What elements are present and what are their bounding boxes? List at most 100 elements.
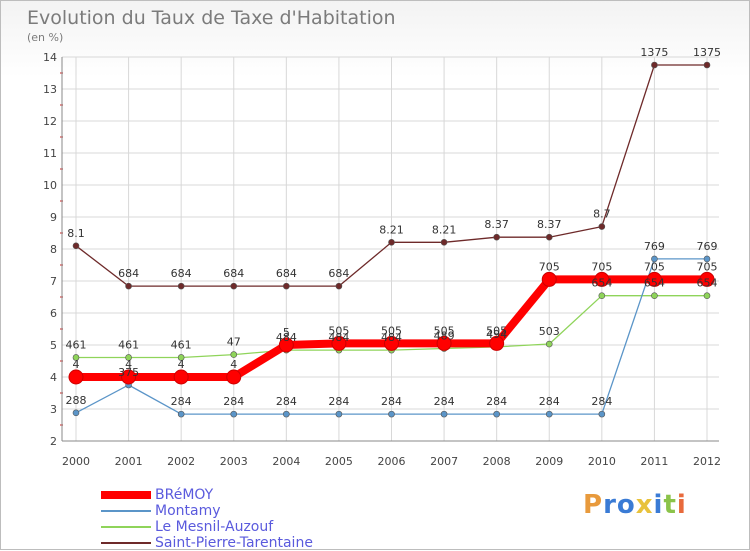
data-point	[331, 335, 347, 351]
data-label: 684	[223, 267, 244, 280]
proxiti-logo: Proxiti	[583, 490, 687, 520]
data-label: 484	[276, 331, 297, 344]
data-label: 284	[171, 395, 192, 408]
y-tick-label: 3	[50, 403, 57, 416]
data-point	[283, 410, 290, 418]
legend-swatch	[101, 542, 151, 544]
legend-swatch	[101, 526, 151, 528]
data-point	[545, 233, 553, 241]
data-point	[125, 282, 132, 290]
data-label: 1375	[640, 46, 668, 59]
data-point	[173, 369, 189, 385]
y-tick-label: 6	[50, 307, 57, 320]
logo-letter: i	[676, 490, 687, 520]
chart-title: Evolution du Taux de Taxe d'Habitation	[27, 7, 396, 29]
x-tick-label: 2007	[430, 455, 458, 468]
data-label: 8.21	[379, 223, 404, 236]
y-tick-label: 13	[43, 83, 57, 96]
y-tick-label: 7	[50, 275, 57, 288]
data-point	[598, 292, 606, 300]
data-label: 284	[539, 395, 560, 408]
data-point	[388, 238, 395, 246]
data-point	[283, 282, 290, 290]
data-label: 684	[171, 267, 192, 280]
data-point	[545, 340, 553, 348]
legend-label: BRéMOY	[155, 487, 214, 503]
data-point	[440, 410, 448, 418]
data-point	[440, 238, 448, 246]
data-label: 505	[381, 324, 402, 337]
data-label: 769	[644, 240, 665, 253]
data-label: 4	[73, 358, 80, 371]
data-point	[703, 292, 711, 300]
data-label: 284	[381, 395, 402, 408]
data-label: 684	[276, 267, 297, 280]
data-point	[335, 410, 343, 418]
data-point	[177, 354, 185, 361]
data-label: 284	[434, 395, 455, 408]
data-label: 461	[118, 338, 139, 351]
data-label: 654	[591, 277, 612, 290]
x-tick-label: 2009	[535, 455, 563, 468]
x-tick-label: 2006	[378, 455, 406, 468]
data-point	[651, 61, 658, 69]
data-label: 769	[697, 240, 718, 253]
data-point	[541, 271, 557, 287]
data-label: 47	[227, 336, 241, 349]
y-tick-label: 10	[43, 179, 57, 192]
data-point	[545, 410, 553, 418]
data-point	[384, 335, 399, 351]
data-point	[598, 223, 606, 230]
data-label: 284	[486, 395, 507, 408]
data-point	[121, 369, 137, 385]
x-tick-label: 2005	[325, 455, 353, 468]
grid	[62, 56, 719, 442]
data-label: 705	[644, 260, 665, 273]
data-label: 505	[434, 324, 455, 337]
x-tick-label: 2008	[483, 455, 511, 468]
data-label: 684	[118, 267, 139, 280]
data-point	[388, 410, 395, 418]
data-point	[72, 354, 80, 361]
data-label: 8.1	[67, 227, 85, 240]
y-tick-label: 11	[43, 147, 57, 160]
data-point	[125, 354, 132, 361]
logo-letter: t	[663, 490, 677, 520]
data-point	[703, 255, 711, 263]
data-point	[646, 271, 662, 287]
data-label: 705	[697, 260, 718, 273]
data-label: 284	[223, 395, 244, 408]
line-chart: 2 3 4 5 6 7 8 9 10 11 12 13 14 2000 2001 2002 2003 2004 20…	[43, 46, 722, 468]
data-point	[651, 292, 658, 300]
legend-swatch	[101, 491, 151, 499]
data-labels: 8.1 684 684 684 684 684 8.21 8.21 8.37 8.37 8.7 137…	[66, 46, 722, 408]
y-tick-label: 12	[43, 115, 57, 128]
series-lines	[68, 61, 715, 418]
legend-label: Le Mesnil-Auzouf	[155, 519, 274, 535]
data-label: 4	[125, 358, 132, 371]
x-tick-label: 2000	[62, 455, 90, 468]
data-label: 489	[434, 330, 455, 343]
data-point	[436, 335, 452, 351]
data-point	[230, 410, 238, 418]
data-label: 503	[539, 325, 560, 338]
axes: 2 3 4 5 6 7 8 9 10 11 12 13 14 2000 2001 2002 2003 2004 20…	[43, 51, 721, 468]
data-point	[177, 410, 185, 418]
x-tick-label: 2003	[220, 455, 248, 468]
data-point	[72, 242, 80, 250]
data-point	[489, 335, 505, 351]
data-label: 505	[328, 324, 349, 337]
logo-letter: i	[653, 490, 664, 520]
y-tick-label: 2	[50, 435, 57, 448]
x-tick-label: 2001	[115, 455, 143, 468]
y-tick-label: 4	[50, 371, 57, 384]
y-tick-label: 14	[43, 51, 57, 64]
logo-letter: x	[635, 490, 654, 520]
data-label: 375	[118, 366, 139, 379]
chart-unit-label: (en %)	[27, 31, 64, 44]
data-point	[230, 282, 238, 290]
data-label: 4	[230, 358, 237, 371]
data-label: 8.37	[537, 218, 562, 231]
data-label: 684	[328, 267, 349, 280]
